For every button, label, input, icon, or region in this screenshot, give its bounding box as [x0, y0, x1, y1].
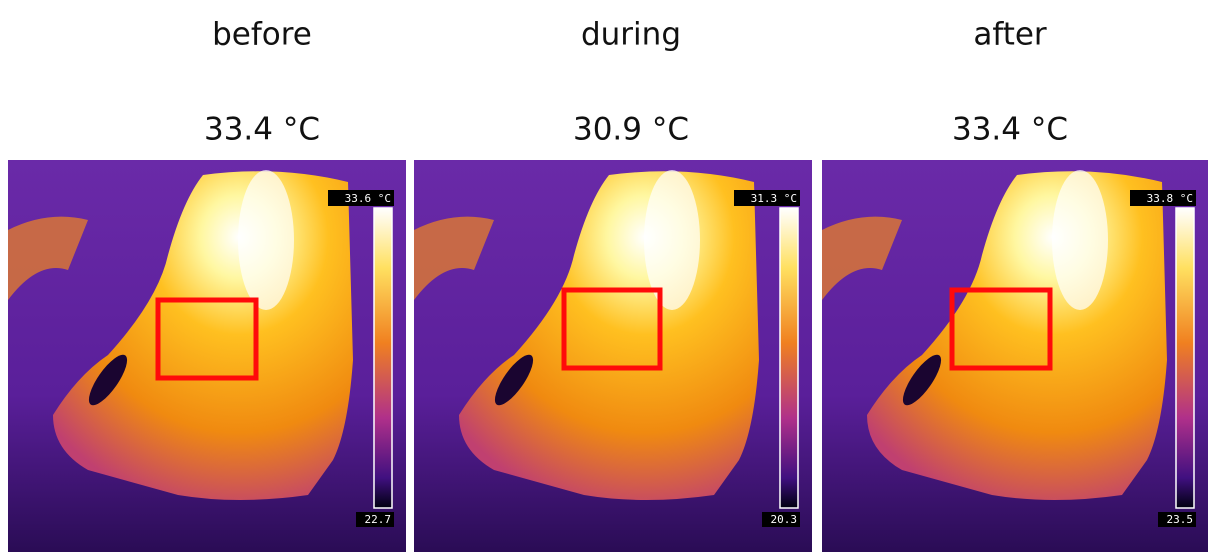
scale-min-box: [356, 512, 394, 527]
panel-label: during: [581, 17, 681, 53]
color-bar: [373, 207, 393, 509]
scale-max: 31.3 °C: [751, 192, 797, 205]
color-bar: [779, 207, 799, 509]
roi-box: [949, 287, 1053, 371]
thermal-image: 33.6 °C 22.7: [8, 160, 406, 552]
panel-label: after: [973, 17, 1047, 53]
panel-temperature: 33.4 °C: [952, 112, 1068, 148]
scale-min: 23.5: [1167, 513, 1194, 526]
roi-box: [561, 287, 663, 371]
color-bar: [1175, 207, 1195, 509]
scale-min: 20.3: [771, 513, 798, 526]
panel-temperature: 30.9 °C: [573, 112, 689, 148]
shadow: [494, 354, 534, 406]
scale-max-box: [1130, 190, 1196, 206]
scale-max-box: [328, 190, 394, 206]
shadow: [88, 354, 128, 406]
scale-max-box: [734, 190, 800, 206]
shadow: [902, 354, 942, 406]
panel-label: before: [212, 17, 312, 53]
thermal-image: 33.8 °C 23.5: [822, 160, 1208, 552]
scale-max: 33.8 °C: [1147, 192, 1193, 205]
left-foot-edge: [822, 216, 902, 300]
panel-temperature: 33.4 °C: [204, 112, 320, 148]
left-foot-edge: [414, 216, 494, 300]
hot-spot: [1052, 170, 1108, 310]
roi-box: [155, 297, 259, 381]
scale-min: 22.7: [365, 513, 392, 526]
scale-max: 33.6 °C: [345, 192, 391, 205]
hot-spot: [238, 170, 294, 310]
left-foot-edge: [8, 216, 88, 300]
scale-min-box: [1158, 512, 1196, 527]
thermal-image: 31.3 °C 20.3: [414, 160, 812, 552]
hot-spot: [644, 170, 700, 310]
scale-min-box: [762, 512, 800, 527]
